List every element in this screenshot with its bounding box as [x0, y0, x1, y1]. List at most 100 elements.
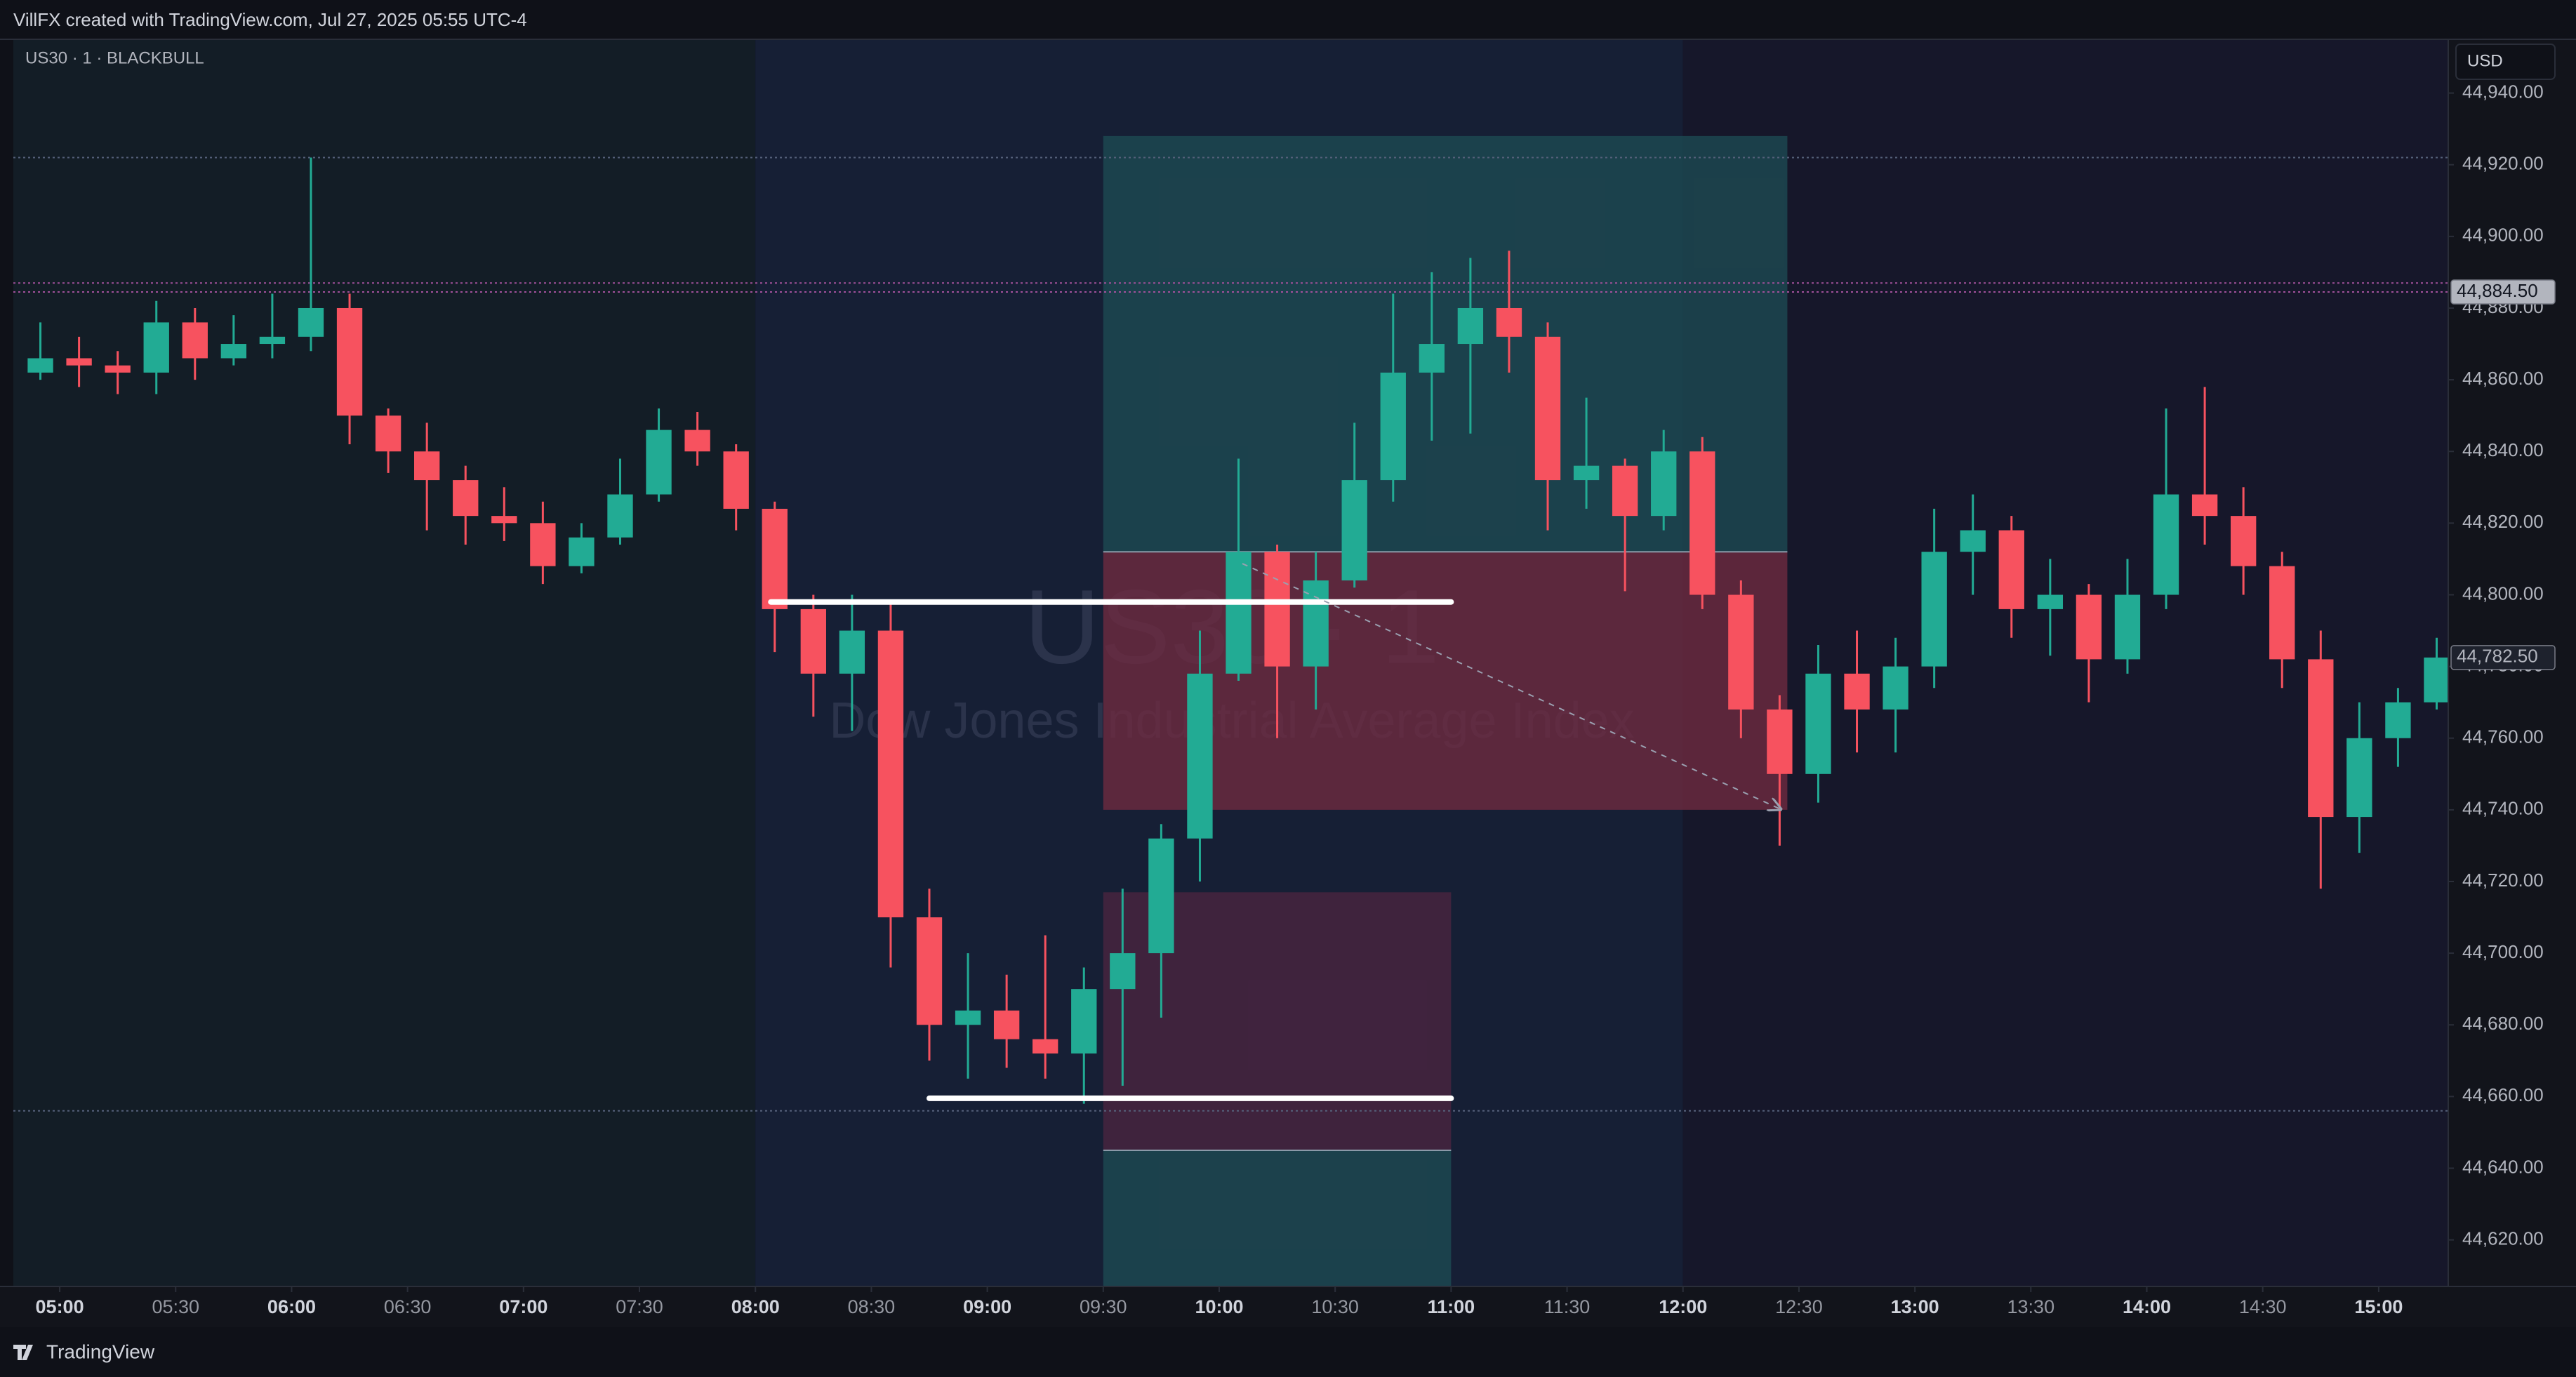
y-tick-label: 44,840.00 [2462, 439, 2544, 460]
candle-body [1573, 465, 1600, 481]
x-tick-label: 11:30 [1544, 1296, 1591, 1317]
candle-body [1419, 344, 1445, 373]
candle-body [800, 608, 826, 674]
y-tick-label: 44,740.00 [2462, 798, 2544, 819]
candle-body [2346, 738, 2372, 818]
candle-body [646, 430, 672, 495]
candle-body [491, 516, 517, 524]
x-tick-label: 06:30 [384, 1296, 432, 1317]
candle-body [839, 630, 865, 674]
candle-body [2076, 594, 2102, 660]
candle-body [993, 1010, 1020, 1039]
axes: 44,620.00 44,640.00 44,660.00 44,680.00 44,7… [36, 81, 2556, 1317]
candle-body [530, 523, 556, 566]
price-label: 44,884.50 [2457, 280, 2538, 301]
candle-body [1805, 673, 1831, 774]
position-stop-zone [1103, 552, 1788, 810]
candle-body [1033, 1039, 1058, 1054]
candle-body [1303, 580, 1329, 667]
footer-text: TradingView [46, 1341, 155, 1362]
x-tick-label: 05:00 [36, 1296, 84, 1317]
x-tick-label: 15:00 [2354, 1296, 2403, 1317]
position-target-zone [1103, 135, 1788, 552]
tradingview-logo [13, 1345, 33, 1360]
header-text: VillFX created with TradingView.com, Jul… [13, 9, 527, 30]
candle-body [143, 322, 169, 373]
x-tick-label: 07:30 [616, 1296, 663, 1317]
x-tick-label: 09:00 [963, 1296, 1011, 1317]
dashed-arrow [1242, 563, 1779, 809]
candle-body [1960, 530, 1986, 552]
y-tick-label: 44,620.00 [2462, 1228, 2544, 1249]
candle-body [1651, 451, 1677, 517]
candle-body [220, 344, 247, 359]
candle-body [2191, 494, 2218, 517]
candle-body [1689, 451, 1715, 595]
price-label: 44,782.50 [2457, 646, 2538, 667]
candle-body [723, 451, 749, 509]
y-tick-label: 44,660.00 [2462, 1084, 2544, 1105]
candle-body [2424, 657, 2448, 703]
y-tick-label: 44,860.00 [2462, 368, 2544, 389]
candle-body [1921, 552, 1947, 667]
y-tick-label: 44,680.00 [2462, 1013, 2544, 1034]
x-tick-label: 13:30 [2007, 1296, 2055, 1317]
candle-body [27, 358, 53, 373]
y-tick-label: 44,940.00 [2462, 81, 2544, 102]
candle-body [2308, 659, 2334, 818]
candle-body [1187, 673, 1213, 839]
x-tick-label: 13:00 [1891, 1296, 1939, 1317]
y-tick-label: 44,720.00 [2462, 870, 2544, 891]
y-tick-label: 44,700.00 [2462, 941, 2544, 962]
candle-body [1110, 953, 1136, 990]
candle-body [2385, 702, 2411, 738]
candle-body [607, 494, 633, 538]
x-tick-label: 06:00 [267, 1296, 316, 1317]
session-background [13, 39, 756, 1286]
x-tick-label: 12:00 [1659, 1296, 1707, 1317]
x-tick-label: 11:00 [1428, 1296, 1475, 1317]
x-tick-label: 05:30 [152, 1296, 199, 1317]
candle-body [877, 630, 904, 918]
candle-body [182, 322, 208, 359]
candle-body [1728, 594, 1754, 710]
candle-body [1380, 372, 1406, 481]
x-tick-label: 09:30 [1080, 1296, 1127, 1317]
candle-body [1844, 673, 1870, 710]
candle-body [1341, 480, 1367, 581]
x-tick-label: 10:00 [1195, 1296, 1243, 1317]
y-tick-label: 44,800.00 [2462, 583, 2544, 604]
candle-body [259, 336, 286, 345]
candle-body [1264, 552, 1290, 667]
currency-button[interactable] [2455, 44, 2556, 80]
candle-body [105, 365, 131, 373]
x-tick-label: 10:30 [1311, 1296, 1359, 1317]
candle-body [1534, 336, 1561, 481]
candle-body [375, 415, 401, 452]
plot-area: US30 · 1Dow Jones Industrial Average Ind… [13, 39, 2448, 1286]
candle-body [762, 508, 788, 609]
candle-body [684, 430, 710, 452]
y-tick-label: 44,900.00 [2462, 225, 2544, 246]
candle-body [414, 451, 440, 481]
price-label-box [2450, 645, 2556, 670]
candle-body [2153, 494, 2179, 595]
x-tick-label: 14:00 [2123, 1296, 2171, 1317]
y-tick-label: 44,640.00 [2462, 1156, 2544, 1177]
candle-body [1226, 552, 1252, 674]
price-label-box [2450, 279, 2556, 305]
candle-body [336, 307, 363, 416]
candle-body [2269, 566, 2295, 660]
candle-body [1148, 838, 1174, 954]
candle-body [1496, 307, 1522, 337]
candle-body [453, 480, 479, 517]
x-tick-label: 08:30 [848, 1296, 896, 1317]
y-tick-label: 44,760.00 [2462, 726, 2544, 747]
candle-body [1071, 989, 1097, 1054]
candle-body [1612, 465, 1638, 517]
candle-body [1883, 666, 1908, 710]
candle-body [2114, 594, 2141, 660]
candle-body [2230, 516, 2257, 566]
